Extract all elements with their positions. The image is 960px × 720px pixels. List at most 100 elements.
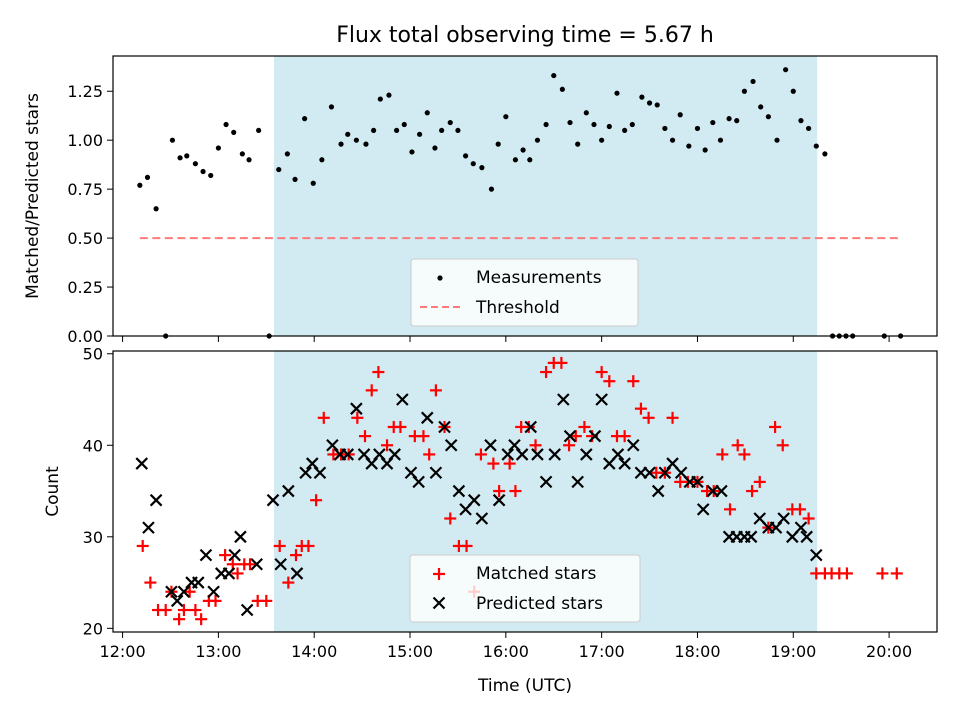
measurement-point: [765, 114, 771, 120]
measurement-point: [559, 86, 565, 92]
chart-title: Flux total observing time = 5.67 h: [336, 23, 714, 48]
measurement-point: [726, 116, 732, 122]
predicted-star-point: [715, 484, 728, 498]
measurement-point: [455, 127, 461, 134]
measurement-point: [231, 129, 237, 135]
x-tick-label: 15:00: [387, 642, 433, 661]
predicted-star-point: [524, 420, 538, 434]
matched-star-point: [183, 585, 196, 598]
measurement-point: [599, 137, 605, 143]
measurement-point: [470, 161, 476, 167]
x-tick-label: 18:00: [674, 642, 720, 661]
measurement-point: [394, 127, 400, 134]
measurement-point: [223, 121, 229, 128]
bottom-y-ticks: 20 30 40 50: [83, 345, 113, 638]
matched-star-point: [603, 375, 616, 388]
matched-star-point: [634, 402, 647, 415]
measurement-point: [338, 141, 344, 147]
measurement-point: [639, 94, 645, 100]
measurement-point: [439, 127, 445, 134]
measurement-point: [345, 131, 351, 137]
matched-star-point: [351, 411, 364, 424]
measurement-point: [702, 147, 708, 153]
y-tick-label: 40: [83, 436, 103, 455]
top-legend: Measurements Threshold: [410, 258, 639, 327]
predicted-star-point: [626, 438, 640, 452]
x-tick-label: 14:00: [291, 642, 337, 661]
predicted-star-point: [531, 448, 544, 461]
measurement-point: [377, 96, 383, 102]
matched-star-point: [195, 613, 208, 626]
matched-star-point: [159, 604, 172, 617]
measurement-point: [432, 145, 438, 151]
predicted-star-point: [191, 576, 205, 589]
predicted-star-point: [611, 448, 625, 461]
matched-star-point: [290, 549, 303, 562]
predicted-star-point: [170, 594, 184, 608]
measurement-point: [239, 151, 245, 157]
legend-measurements-label: Measurements: [476, 268, 602, 288]
matched-star-point: [260, 594, 273, 607]
measurement-point: [495, 141, 501, 147]
matched-star-point: [460, 539, 473, 552]
x-tick-label: 17:00: [579, 642, 625, 661]
predicted-star-point: [475, 512, 489, 525]
measurement-point: [386, 92, 392, 98]
predicted-star-point: [467, 493, 481, 507]
matched-star-point: [358, 430, 371, 443]
measurement-point: [758, 104, 764, 110]
predicted-star-point: [299, 466, 312, 480]
measurement-point: [276, 166, 282, 173]
y-tick-label: 0.25: [67, 278, 103, 297]
matched-star-point: [423, 448, 436, 461]
matched-star-point: [724, 503, 737, 516]
legend-threshold-label: Threshold: [475, 298, 560, 318]
measurement-point: [774, 137, 780, 143]
measurement-point: [669, 137, 676, 143]
matched-star-point: [365, 384, 378, 397]
y-tick-label: 0.00: [67, 327, 103, 346]
predicted-star-point: [444, 438, 458, 452]
measurement-point: [567, 119, 573, 126]
matched-star-point: [802, 512, 815, 525]
measurement-point: [417, 131, 423, 137]
measurement-point: [798, 118, 804, 124]
measurement-point: [591, 121, 597, 128]
predicted-star-point: [142, 521, 155, 534]
matched-star-point: [618, 430, 631, 443]
measurement-point: [534, 137, 541, 143]
predicted-star-point: [563, 429, 577, 443]
top-legend-box: [410, 258, 639, 327]
predicted-star-point: [515, 448, 529, 461]
matched-star-point: [509, 485, 522, 498]
matched-star-point: [474, 448, 487, 461]
measurement-point: [353, 137, 359, 143]
predicted-star-point: [548, 448, 561, 461]
measurement-point: [575, 141, 581, 147]
measurement-point: [401, 121, 407, 128]
matched-star-point: [731, 439, 744, 452]
predicted-star-point: [595, 393, 608, 406]
measurement-point: [246, 157, 252, 163]
matched-star-point: [493, 485, 506, 498]
top-axes-frame: [112, 55, 938, 337]
bottom-legend-box: [409, 554, 641, 623]
x-tick-label: 16:00: [483, 642, 529, 661]
measurement-point: [622, 127, 628, 134]
measurement-point: [750, 78, 756, 85]
matched-star-point: [753, 475, 766, 488]
measurement-point: [512, 157, 519, 163]
measurement-point: [614, 90, 620, 96]
top-x-ticks: [122, 336, 890, 342]
measurement-point: [184, 153, 190, 159]
measurement-point: [551, 72, 557, 79]
measurement-point: [302, 116, 308, 122]
measurement-point: [424, 110, 430, 116]
measurement-point: [328, 104, 335, 110]
measurement-point: [629, 121, 635, 128]
measurement-points: [137, 67, 904, 339]
y-tick-label: 20: [83, 619, 103, 638]
measurement-point: [677, 112, 683, 118]
predicted-star-point: [438, 420, 451, 434]
